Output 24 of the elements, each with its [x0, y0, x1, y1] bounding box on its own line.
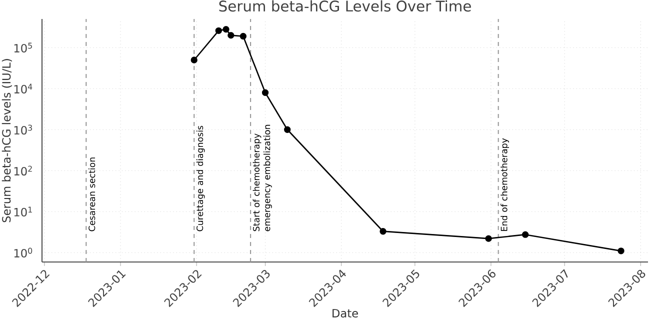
ref-line-label: Start of chemotherapy emergency embolization: [252, 124, 272, 232]
x-axis-title: Date: [332, 309, 358, 318]
y-tick-label: 10$^{3}$: [14, 124, 32, 135]
y-tick-label: 10$^{4}$: [14, 84, 32, 94]
y-tick-label: 10$^{2}$: [14, 166, 32, 176]
point: [380, 228, 386, 235]
point: [284, 126, 291, 133]
point: [485, 235, 492, 242]
point: [522, 231, 529, 238]
y-tick-label: 10$^{1}$: [14, 206, 32, 216]
y-tick-label: 10$^{0}$: [14, 248, 32, 258]
ref-line-label: Cesarean section: [88, 158, 96, 232]
point: [215, 27, 222, 34]
point: [190, 56, 198, 64]
point: [240, 32, 247, 40]
chart-title: Serum beta-hCG Levels Over Time: [219, 0, 471, 12]
y-tick-label: 10$^{5}$: [14, 42, 32, 53]
y-axis-title: Serum beta-hCG levels (IU/L): [2, 59, 12, 222]
point: [618, 248, 624, 254]
point: [228, 32, 234, 39]
ref-line-label: End of chemotherapy: [500, 138, 509, 231]
ref-line-label: Curettage and diagnosis: [196, 126, 205, 232]
point: [222, 26, 230, 33]
point: [262, 89, 269, 96]
